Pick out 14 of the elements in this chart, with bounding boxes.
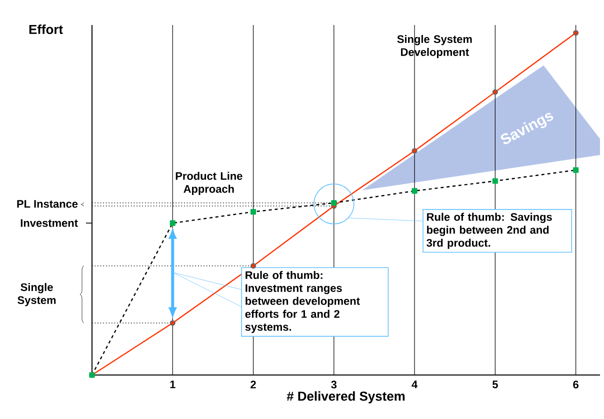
x-tick-label: 5	[492, 380, 498, 388]
text: Single System	[18, 283, 56, 306]
text: PL Instance	[17, 200, 78, 208]
x-tick-label: 4	[412, 380, 418, 388]
annotation: Rule of thumb: Investment ranges between development efforts for 1 and 2 systems.	[245, 270, 360, 333]
y-axis-title: Effort	[29, 24, 63, 34]
x-axis-title: # Delivered System	[286, 391, 405, 404]
x-tick-label: 3	[331, 380, 337, 388]
text: Investment	[20, 219, 78, 227]
annotation: Product Line Approach	[176, 172, 242, 195]
annotation: Rule of thumb: Savings begin between 2nd and 3rd product.	[426, 212, 552, 249]
x-tick-label: 6	[573, 380, 578, 388]
x-tick-label: 1	[170, 380, 176, 388]
x-tick-label: 2	[250, 380, 256, 388]
